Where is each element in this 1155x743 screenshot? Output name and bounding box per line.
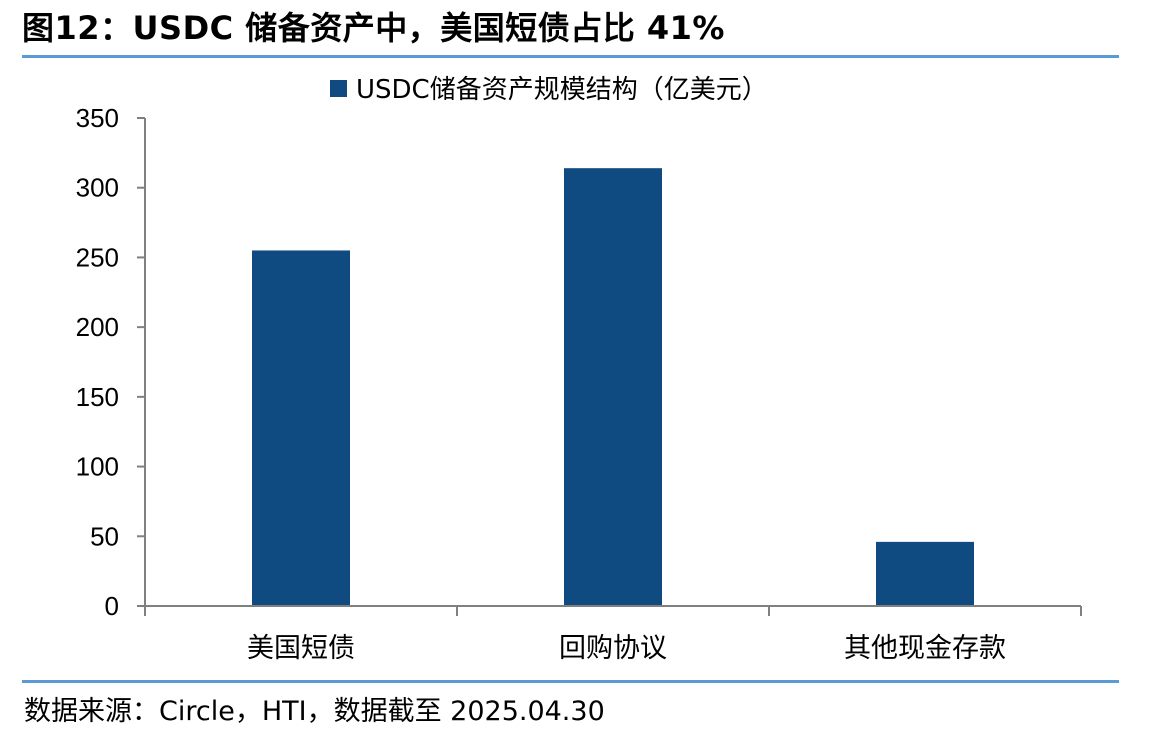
- y-tick-label: 300: [76, 173, 119, 203]
- y-tick-label: 0: [105, 591, 119, 621]
- y-tick-label: 150: [76, 382, 119, 412]
- source-note: 数据来源：Circle，HTI，数据截至 2025.04.30: [24, 696, 605, 727]
- bar: [564, 168, 662, 607]
- source-divider: [22, 680, 1119, 683]
- y-tick-label: 250: [76, 242, 119, 272]
- bar: [252, 250, 350, 606]
- y-tick-label: 100: [76, 452, 119, 482]
- x-tick-label: 回购协议: [559, 633, 667, 664]
- chart-legend: USDC储备资产规模结构（亿美元）: [330, 75, 768, 105]
- bars: [252, 168, 974, 607]
- y-tick-label: 350: [76, 103, 119, 133]
- x-axis-ticks: 美国短债 回购协议 其他现金存款: [144, 606, 1082, 664]
- figure-title: 图12：USDC 储备资产中，美国短债占比 41%: [22, 9, 725, 47]
- title-divider: [22, 55, 1119, 58]
- axes: [144, 118, 1081, 607]
- x-tick-label: 美国短债: [247, 633, 355, 664]
- x-tick-label: 其他现金存款: [844, 633, 1006, 664]
- bar: [876, 541, 974, 606]
- y-tick-label: 200: [76, 312, 119, 342]
- legend-label: USDC储备资产规模结构（亿美元）: [356, 75, 768, 105]
- y-axis-ticks: 0 50 100 150 200 250 300 350: [76, 103, 145, 621]
- legend-swatch: [330, 80, 347, 97]
- y-tick-label: 50: [90, 521, 119, 551]
